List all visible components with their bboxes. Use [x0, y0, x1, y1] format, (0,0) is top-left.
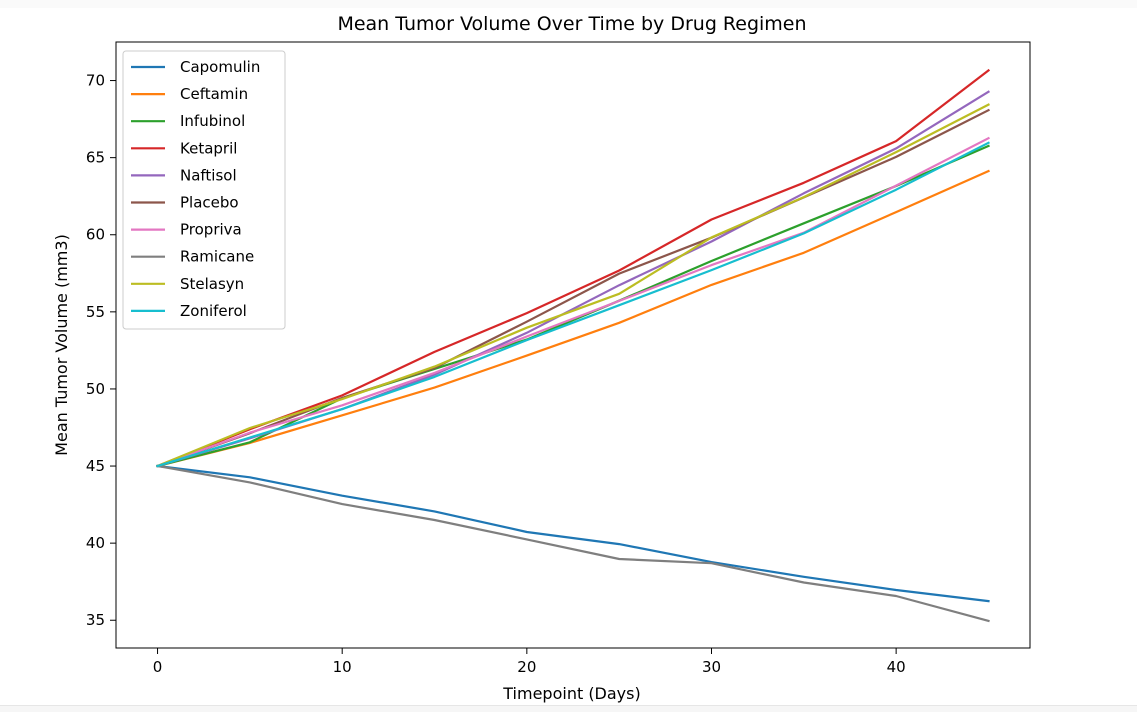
y-tick-label: 45	[86, 457, 105, 475]
series-line-ramicane	[156, 464, 990, 623]
y-tick-label: 50	[86, 380, 105, 398]
plot-frame	[115, 41, 1031, 649]
legend-label-ketapril: Ketapril	[180, 139, 237, 157]
legend-label-infubinol: Infubinol	[180, 112, 245, 130]
series-line-capomulin	[156, 464, 990, 603]
series-line-stelasyn	[156, 103, 990, 468]
y-tick-label: 60	[86, 226, 105, 244]
y-tick-label: 35	[86, 611, 105, 629]
legend-label-ramicane: Ramicane	[180, 248, 254, 266]
y-tick-label: 55	[86, 303, 105, 321]
x-tick-label: 30	[702, 658, 721, 676]
chart-title: Mean Tumor Volume Over Time by Drug Regi…	[337, 13, 806, 35]
x-axis-label: Timepoint (Days)	[502, 684, 640, 703]
series-line-placebo	[156, 108, 990, 468]
x-tick-label: 10	[333, 658, 352, 676]
legend-label-stelasyn: Stelasyn	[180, 275, 244, 293]
series-line-zoniferol	[156, 141, 990, 468]
series-layer	[156, 68, 991, 623]
y-axis-ticks: 35 40 45 50 55 60 65 70	[86, 72, 116, 629]
x-axis-ticks: 0 10 20 30 40	[153, 648, 906, 676]
legend-label-zoniferol: Zoniferol	[180, 302, 247, 320]
top-strip	[0, 0, 1137, 8]
legend-label-placebo: Placebo	[180, 194, 239, 212]
x-tick-label: 0	[153, 658, 163, 676]
bottom-strip	[0, 705, 1137, 712]
legend-label-capomulin: Capomulin	[180, 58, 260, 76]
series-line-ketapril	[156, 68, 991, 468]
y-tick-label: 65	[86, 149, 105, 167]
y-tick-label: 40	[86, 534, 105, 552]
series-line-ceftamin	[156, 169, 990, 468]
legend-label-naftisol: Naftisol	[180, 166, 237, 184]
legend-label-ceftamin: Ceftamin	[180, 85, 248, 103]
x-tick-label: 20	[517, 658, 536, 676]
y-axis-label: Mean Tumor Volume (mm3)	[52, 234, 71, 456]
legend: Capomulin Ceftamin Infubinol Ketapril Naftis…	[122, 50, 286, 330]
series-line-propriva	[156, 136, 990, 468]
y-tick-label: 70	[86, 72, 105, 90]
x-tick-label: 40	[887, 658, 906, 676]
series-line-infubinol	[156, 144, 990, 468]
legend-label-propriva: Propriva	[180, 221, 242, 239]
